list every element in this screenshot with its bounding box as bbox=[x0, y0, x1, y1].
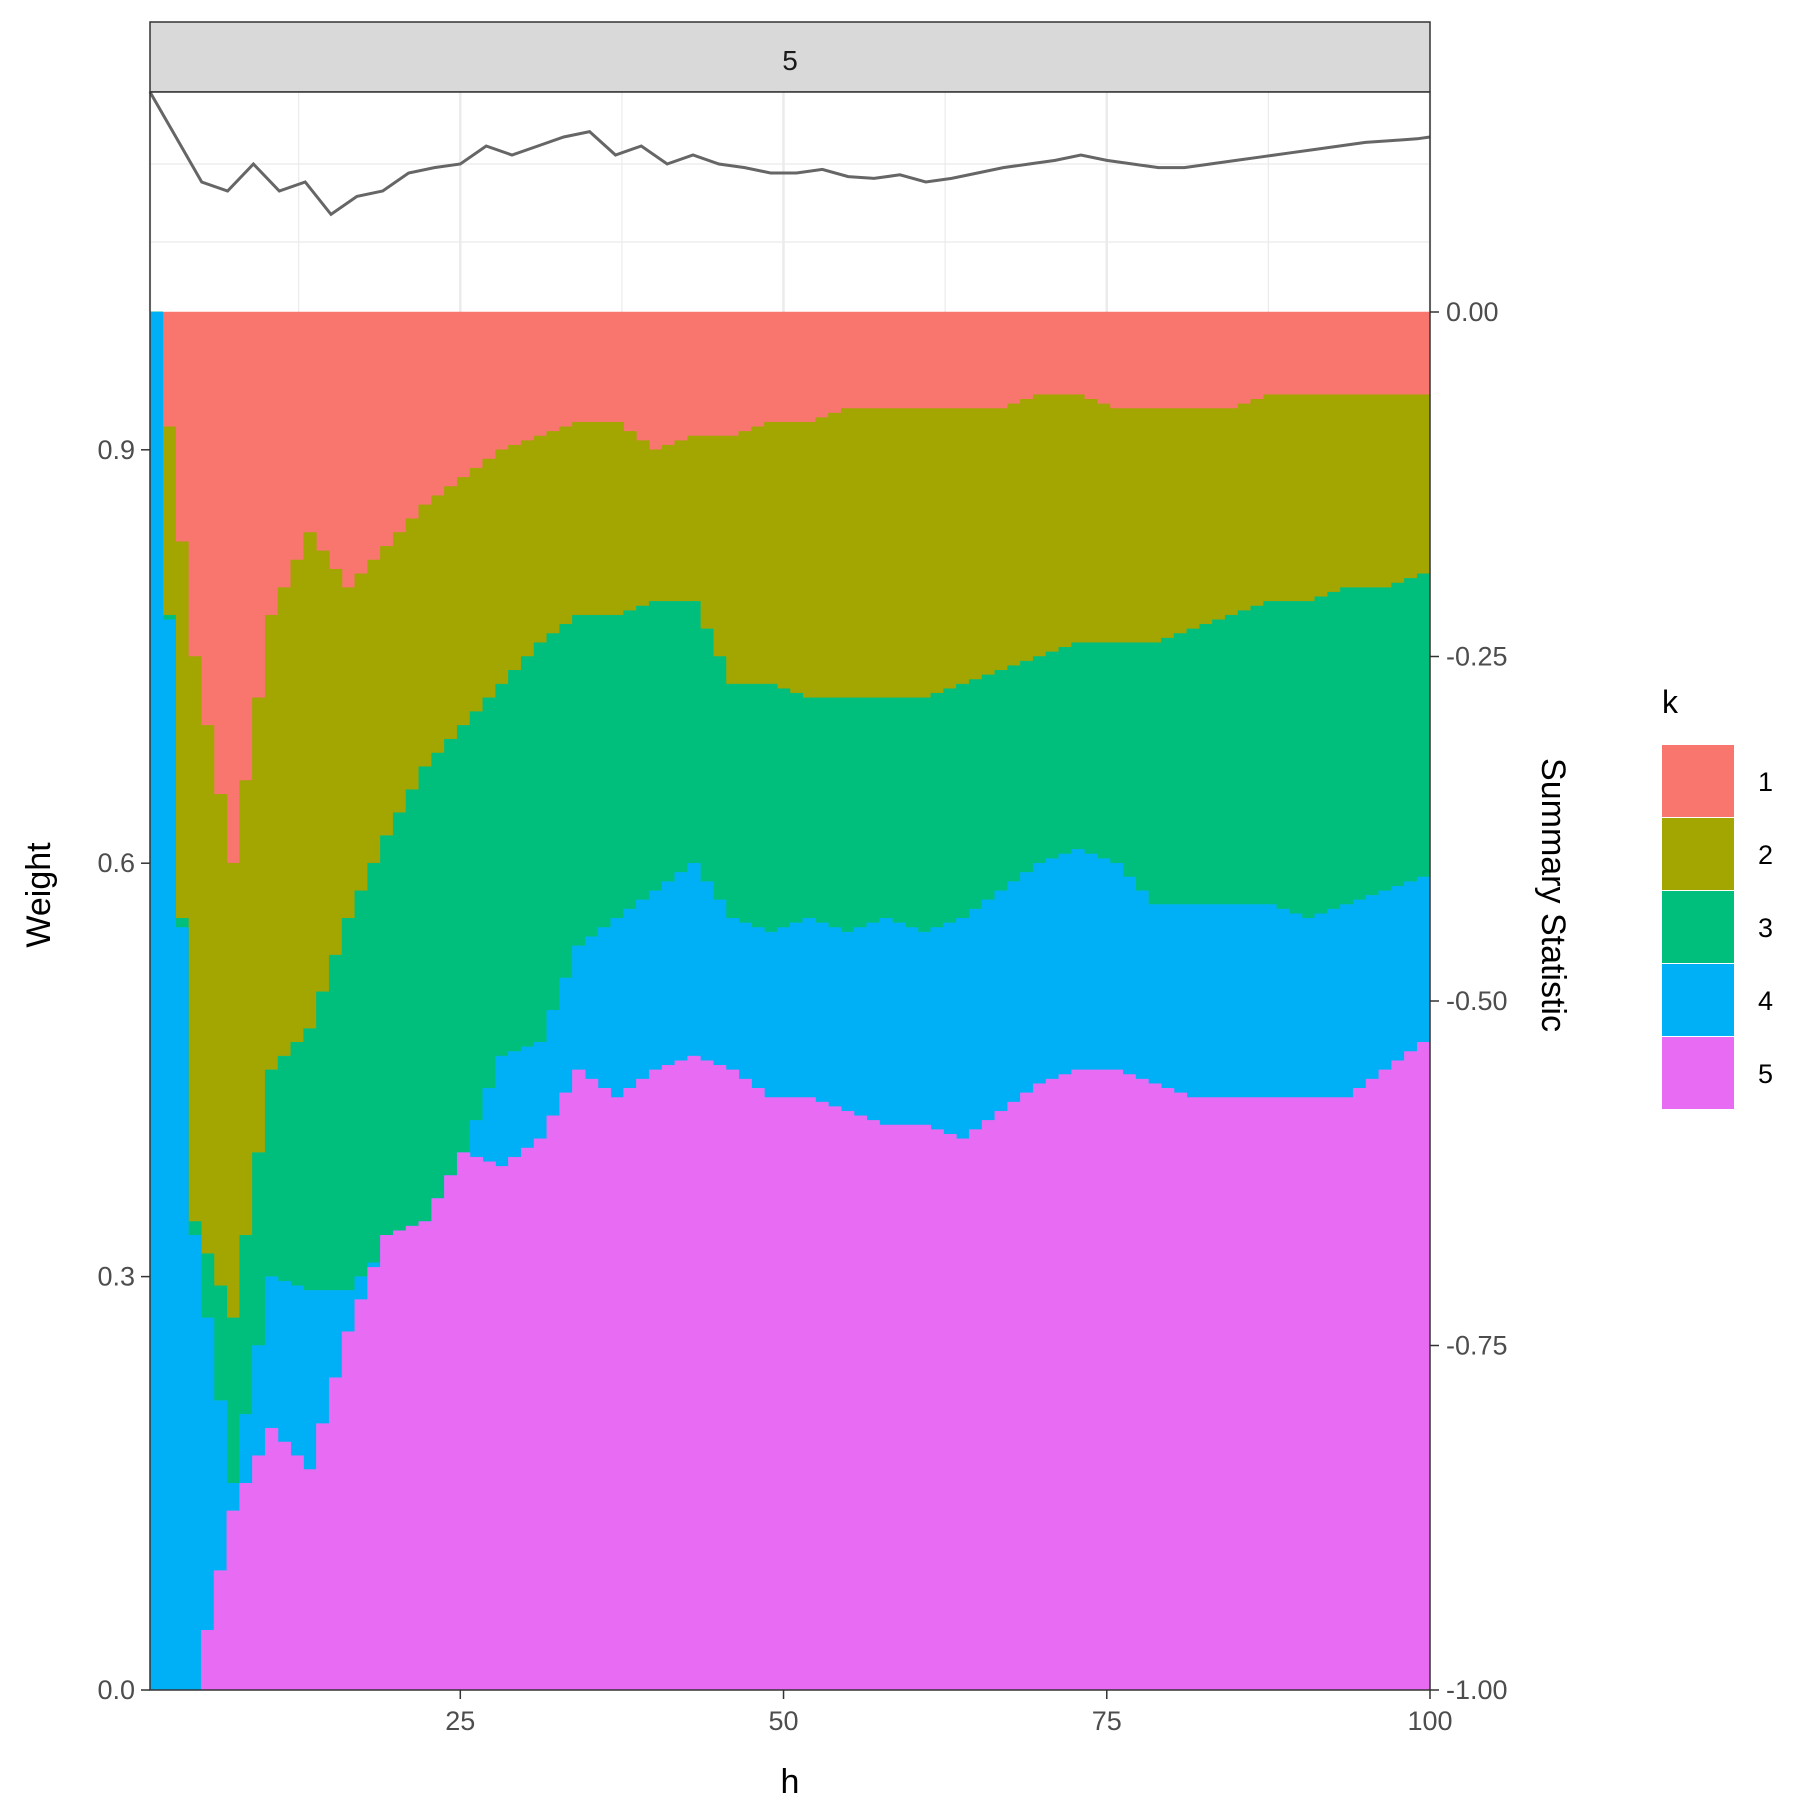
y-tick-label: 0.0 bbox=[97, 1675, 135, 1705]
x-axis: 25 50 75 100 bbox=[445, 1690, 1453, 1736]
y-tick-label: 0.3 bbox=[97, 1262, 135, 1292]
summary-statistic-line bbox=[148, 91, 1431, 217]
legend-key-4 bbox=[1662, 964, 1734, 1036]
legend-key-5 bbox=[1662, 1037, 1734, 1109]
y-tick-label: 0.6 bbox=[97, 848, 135, 878]
x-tick-label: 50 bbox=[769, 1706, 799, 1736]
y-axis-right: -1.00 -0.75 -0.50 -0.25 0.00 bbox=[1430, 297, 1508, 1705]
legend-label-5: 5 bbox=[1758, 1059, 1773, 1089]
legend-label-3: 3 bbox=[1758, 913, 1773, 943]
y2-tick-label: 0.00 bbox=[1446, 297, 1499, 327]
legend-label-2: 2 bbox=[1758, 840, 1773, 870]
legend-key-1 bbox=[1662, 745, 1734, 817]
x-tick-label: 75 bbox=[1092, 1706, 1122, 1736]
facet-strip: 5 bbox=[149, 21, 1431, 93]
x-axis-title: h bbox=[781, 1763, 800, 1800]
summary-panel bbox=[148, 91, 1432, 312]
facet-strip-background bbox=[149, 21, 1431, 93]
legend-key-2 bbox=[1662, 818, 1734, 890]
y2-tick-label: -0.50 bbox=[1446, 986, 1508, 1016]
weight-stack bbox=[149, 311, 1431, 1691]
facet-strip-label: 5 bbox=[782, 45, 798, 76]
y-axis-left: 0.0 0.3 0.6 0.9 bbox=[97, 435, 150, 1705]
y-axis-title: Weight bbox=[20, 842, 58, 948]
legend-label-1: 1 bbox=[1758, 767, 1773, 797]
y2-tick-label: -0.75 bbox=[1446, 1331, 1508, 1361]
y2-tick-label: -1.00 bbox=[1446, 1675, 1508, 1705]
x-tick-label: 100 bbox=[1407, 1706, 1452, 1736]
y2-tick-label: -0.25 bbox=[1446, 642, 1508, 672]
y-tick-label: 0.9 bbox=[97, 435, 135, 465]
panel-border bbox=[149, 91, 1431, 1691]
legend-title: k bbox=[1662, 684, 1679, 720]
legend-label-4: 4 bbox=[1758, 986, 1773, 1016]
legend-key-3 bbox=[1662, 891, 1734, 963]
x-tick-label: 25 bbox=[445, 1706, 475, 1736]
y2-axis-title: Summary Statistic bbox=[1534, 758, 1572, 1032]
summary-panel-background bbox=[150, 92, 1430, 312]
legend: k 1 2 3 4 5 bbox=[1662, 684, 1773, 1109]
